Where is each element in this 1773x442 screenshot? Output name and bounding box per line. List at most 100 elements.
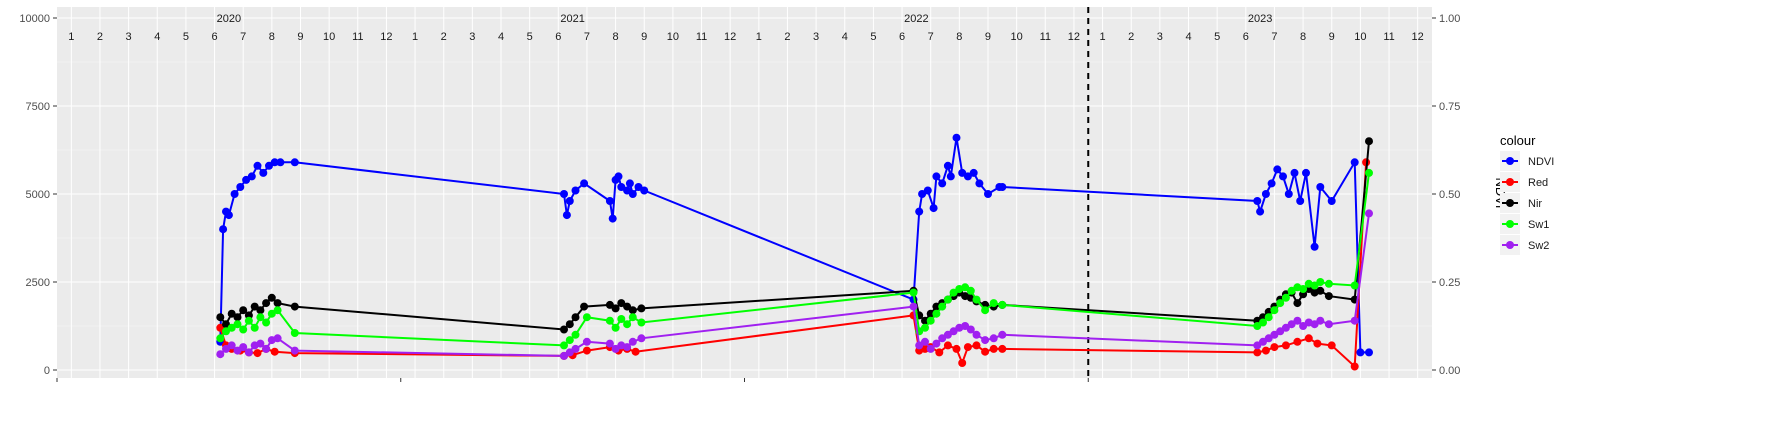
data-point-sw1	[921, 323, 929, 332]
data-point-ndvi	[963, 172, 972, 181]
y-tick-label-right: 0.50	[1439, 189, 1460, 201]
month-label: 3	[813, 31, 819, 43]
legend-label: Sw2	[1528, 240, 1549, 252]
data-point-sw1	[637, 318, 646, 327]
data-point-sw1	[216, 334, 225, 343]
data-point-ndvi	[929, 204, 938, 213]
legend-key-point	[1506, 199, 1514, 207]
data-point-ndvi	[1350, 158, 1359, 167]
data-point-ndvi	[1256, 207, 1265, 216]
month-label: 11	[696, 31, 707, 43]
data-point-ndvi	[276, 158, 285, 167]
y-tick-label-left: 10000	[19, 13, 50, 25]
data-point-sw1	[1281, 293, 1290, 302]
data-point-ndvi	[1296, 197, 1305, 205]
data-point-nir	[256, 306, 265, 315]
month-label: 5	[870, 31, 876, 43]
legend-label: Nir	[1528, 198, 1542, 210]
data-point-ndvi	[975, 179, 984, 188]
data-point-nir	[580, 302, 589, 311]
month-label: 8	[956, 31, 962, 43]
right-axis: 0.00 0.25 0.50 0.75 1.00	[1432, 13, 1460, 377]
data-point-sw1	[250, 323, 259, 332]
month-label: 1	[412, 31, 418, 43]
month-label: 4	[1185, 31, 1191, 43]
data-point-red	[972, 341, 981, 350]
year-label: 2022	[904, 13, 928, 25]
data-point-ndvi	[932, 172, 941, 181]
data-point-ndvi	[984, 190, 992, 198]
data-point-sw2	[637, 334, 646, 343]
legend-label: Red	[1528, 177, 1548, 189]
month-label: 3	[469, 31, 475, 43]
data-point-ndvi	[1267, 179, 1276, 188]
y-tick-label-right: 0.25	[1439, 277, 1460, 289]
data-point-ndvi	[923, 186, 932, 195]
data-point-ndvi	[1284, 190, 1293, 198]
y-tick-label-left: 0	[44, 365, 50, 377]
data-point-sw2	[921, 337, 929, 346]
data-point-sw2	[972, 330, 981, 339]
month-label: 10	[1354, 31, 1366, 43]
data-point-nir	[637, 304, 646, 313]
grid-lines	[57, 7, 1432, 378]
data-point-ndvi	[571, 186, 580, 195]
data-point-nir	[628, 306, 637, 315]
data-point-sw2	[582, 337, 591, 346]
month-label: 8	[1300, 31, 1306, 43]
y-tick-label-left: 2500	[26, 277, 50, 289]
data-point-ndvi	[1365, 348, 1373, 357]
data-point-nir	[571, 313, 580, 322]
data-point-sw1	[628, 313, 637, 322]
data-point-ndvi	[614, 172, 623, 181]
data-point-ndvi	[219, 225, 228, 234]
month-label: 12	[724, 31, 736, 43]
month-label: 8	[269, 31, 275, 43]
data-point-ndvi	[236, 183, 245, 191]
month-label: 5	[183, 31, 189, 43]
data-point-ndvi	[1273, 165, 1282, 174]
month-labels: 1 2 3 4 5 6 7 8 9 10 11 12 1 2 3 4 5 6 7 8 9 10 11 12 1 2 3 4 5 6 7 8 9 1…	[68, 31, 1424, 43]
data-point-nir	[239, 306, 248, 315]
y-tick-label-left: 7500	[26, 101, 50, 113]
month-label: 11	[352, 31, 363, 43]
month-label: 9	[641, 31, 647, 43]
data-point-sw1	[256, 313, 265, 322]
data-point-ndvi	[640, 186, 649, 195]
left-axis: 0 2500 5000 7500 10000	[19, 13, 57, 377]
data-point-sw1	[571, 330, 580, 339]
y-tick-label-right: 0.00	[1439, 365, 1460, 377]
data-point-sw1	[262, 318, 271, 327]
data-point-red	[963, 343, 972, 352]
data-point-ndvi	[1302, 168, 1310, 177]
data-point-ndvi	[560, 190, 568, 198]
data-point-sw1	[233, 320, 242, 329]
data-point-red	[981, 347, 990, 356]
month-label: 12	[1412, 31, 1424, 43]
data-point-sw1	[938, 302, 947, 311]
y-tick-label-right: 1.00	[1439, 13, 1460, 25]
month-label: 12	[380, 31, 392, 43]
data-point-nir	[250, 302, 259, 311]
month-label: 10	[323, 31, 335, 43]
data-point-ndvi	[628, 190, 637, 198]
data-point-sw1	[1287, 286, 1296, 295]
month-label: 3	[126, 31, 132, 43]
data-point-sw1	[617, 315, 626, 323]
year-label: 2021	[560, 13, 584, 25]
legend-key-point	[1506, 157, 1514, 165]
data-point-sw1	[998, 300, 1007, 309]
data-point-sw2	[273, 334, 282, 343]
data-point-sw2	[256, 339, 265, 348]
legend-label: NDVI	[1528, 156, 1554, 168]
month-label: 9	[1329, 31, 1335, 43]
data-point-sw1	[972, 295, 981, 304]
data-point-sw2	[998, 330, 1007, 339]
data-point-ndvi	[952, 133, 961, 142]
month-label: 9	[985, 31, 991, 43]
data-point-ndvi	[1290, 168, 1299, 177]
data-point-nir	[267, 293, 276, 302]
data-point-ndvi	[1327, 197, 1336, 205]
data-point-sw2	[1365, 209, 1373, 218]
legend-key-point	[1506, 220, 1514, 228]
